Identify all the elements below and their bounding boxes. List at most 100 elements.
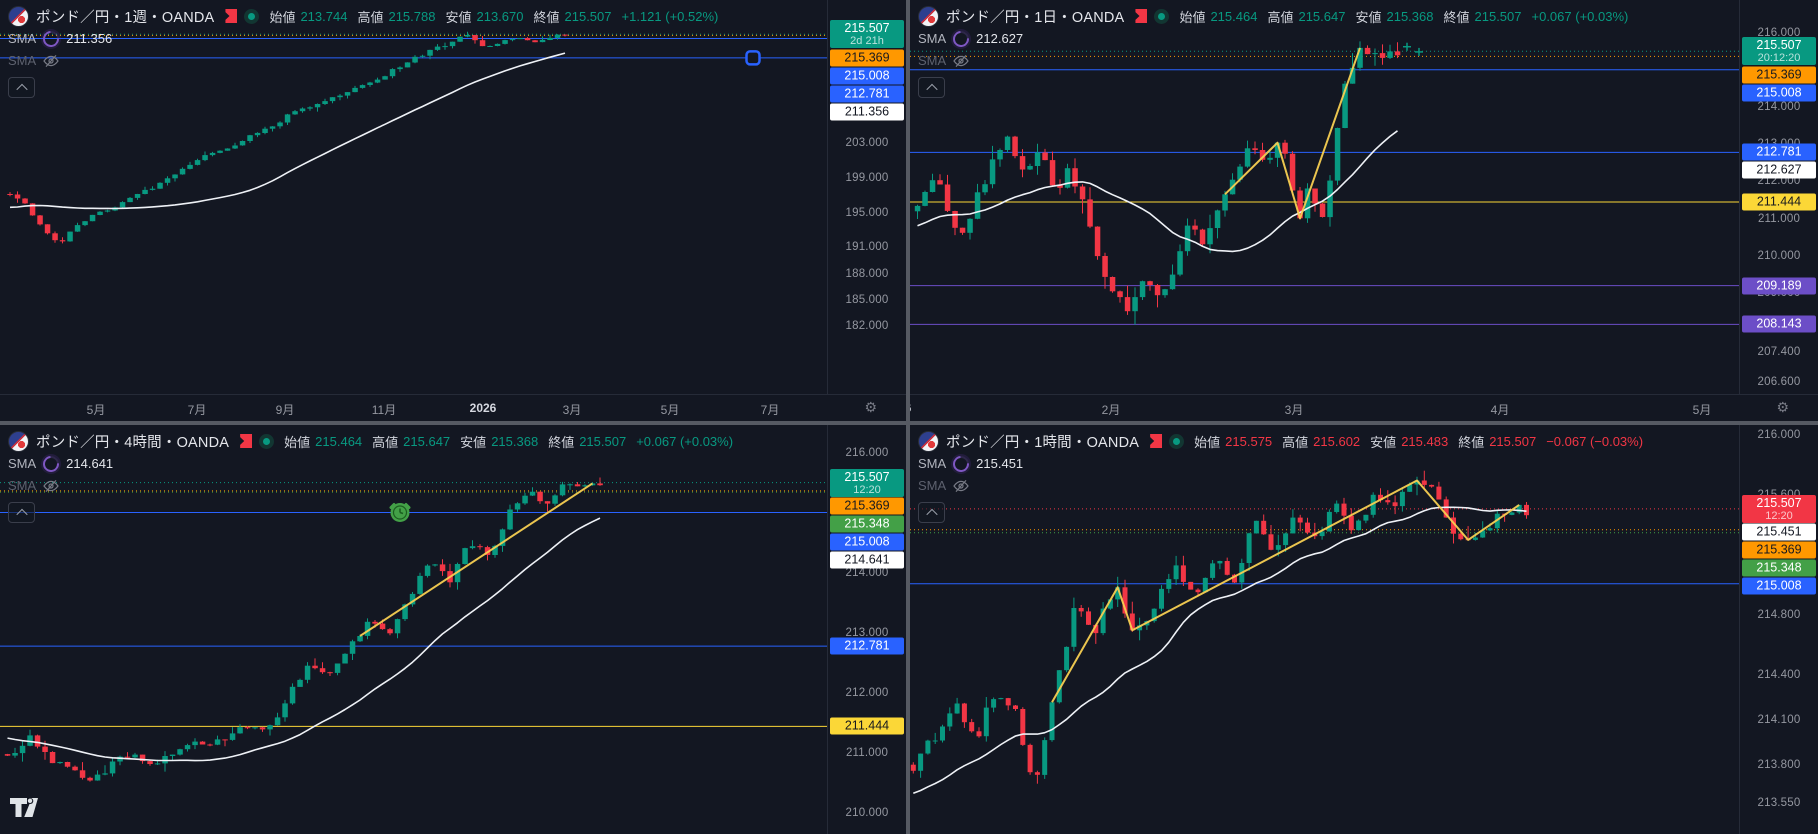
time-axis[interactable]: ⚙ 2026 2月 3月 4月 5月 [910, 394, 1818, 421]
horizontal-panel-divider[interactable] [0, 421, 1818, 425]
price-label: 211.444 [1742, 193, 1816, 211]
time-axis-tick: 5月 [1692, 403, 1712, 417]
symbol-title[interactable]: ポンド／円・1日・OANDA [946, 9, 1125, 26]
sma-indicator-row[interactable]: SMA 214.641 [8, 452, 738, 475]
sma-indicator-row[interactable]: SMA 215.451 [918, 452, 1648, 475]
chart-panel-1hour[interactable]: 216.000215.600214.800214.400214.100213.8… [910, 425, 1818, 834]
chart-panel-weekly[interactable]: 203.000 199.000 195.000 191.000 188.000 185.0… [0, 0, 906, 421]
market-open-status-icon[interactable] [1169, 433, 1185, 449]
4hour-candlestick-chart[interactable] [0, 425, 828, 834]
sma-indicator-row[interactable]: SMA 211.356 [8, 27, 723, 50]
price-label: 215.348 [1742, 559, 1816, 577]
market-open-status-icon[interactable] [244, 8, 260, 24]
sma-hidden-indicator-row[interactable]: SMA [918, 475, 1648, 496]
chart-panel-daily[interactable]: 216.000214.000213.000212.000211.000210.0… [910, 0, 1818, 421]
flag-symbol-icon[interactable] [1135, 9, 1148, 23]
axis-settings-gear-icon[interactable]: ⚙ [1776, 399, 1789, 415]
close-label: 終値 [1458, 434, 1485, 450]
symbol-logo-icon [8, 5, 29, 27]
price-scale-tick: 214.000 [845, 567, 889, 579]
flag-symbol-icon[interactable] [225, 9, 238, 23]
price-label: 215.008 [830, 533, 904, 551]
line-selection-handle [745, 50, 761, 66]
low-value: 215.483 [1401, 433, 1449, 449]
sma-hidden-indicator-row[interactable]: SMA [918, 50, 1633, 71]
time-axis-tick: 7月 [760, 403, 780, 417]
market-open-status-icon[interactable] [259, 433, 275, 449]
sma-hidden-label: SMA [8, 478, 37, 493]
panel-collapse-button[interactable] [918, 77, 945, 98]
price-scale-tick: 185.000 [845, 293, 889, 306]
low-value: 215.368 [491, 433, 539, 449]
price-scale-tick: 213.550 [1757, 796, 1801, 809]
flag-symbol-icon[interactable] [1150, 434, 1163, 448]
price-scale-tick: 214.400 [1757, 669, 1801, 681]
price-scale-tick: 191.000 [845, 241, 889, 254]
eye-off-icon[interactable] [953, 54, 969, 68]
daily-candlestick-chart[interactable] [910, 0, 1740, 395]
sma-hidden-indicator-row[interactable]: SMA [8, 475, 738, 496]
price-scale-tick: 207.400 [1757, 346, 1801, 358]
vertical-panel-divider[interactable] [906, 0, 910, 834]
sma-label: SMA [8, 31, 37, 46]
price-scale-tick: 195.000 [845, 206, 889, 219]
ohlc-readout: 始値 215.464 高値 215.647 安値 215.368 終値 215.507 … [1179, 7, 1633, 26]
symbol-title[interactable]: ポンド／円・4時間・OANDA [36, 434, 230, 451]
close-label: 終値 [533, 9, 560, 25]
panel-collapse-button[interactable] [8, 502, 35, 523]
axis-settings-gear-icon[interactable]: ⚙ [864, 399, 877, 415]
price-scale[interactable]: 216.000214.000213.000212.000211.000210.0… [1739, 0, 1818, 395]
eye-off-icon[interactable] [43, 479, 59, 493]
change-value: +0.067 (+0.03%) [636, 433, 734, 449]
chart-header: ポンド／円・1時間・OANDA 始値 215.575 高値 215.602 安値 21… [918, 430, 1648, 523]
symbol-logo-icon [918, 430, 939, 452]
change-value: +1.121 (+0.52%) [621, 8, 719, 24]
sma-indicator-row[interactable]: SMA 212.627 [918, 27, 1633, 50]
panel-collapse-button[interactable] [8, 77, 35, 98]
price-scale-tick: 212.000 [845, 687, 889, 699]
low-label: 安値 [445, 9, 472, 25]
price-label: 215.507 2d 21h [830, 20, 904, 49]
chevron-up-icon [925, 83, 938, 95]
price-scale-tick: 211.000 [845, 747, 889, 759]
price-scale-tick: 182.000 [845, 319, 889, 332]
price-label: 215.369 [1742, 541, 1816, 559]
indicator-loading-icon [949, 27, 973, 50]
tradingview-logo[interactable] [9, 797, 39, 818]
sma-value: 214.641 [66, 456, 114, 471]
time-axis[interactable]: ⚙ 3月5月7月9月11月20263月5月7月 [0, 394, 906, 421]
1hour-candlestick-chart[interactable] [910, 425, 1740, 834]
price-scale-tick: 216.000 [1757, 429, 1801, 441]
price-scale[interactable]: 203.000 199.000 195.000 191.000 188.000 185.0… [827, 0, 906, 395]
indicator-loading-icon [39, 452, 63, 475]
sma-hidden-indicator-row[interactable]: SMA [8, 50, 723, 71]
price-label: 215.507 12:20 [1742, 494, 1816, 523]
weekly-candlestick-chart[interactable] [0, 0, 828, 395]
symbol-title[interactable]: ポンド／円・1時間・OANDA [946, 434, 1140, 451]
chart-panel-4hour[interactable]: 216.000 214.000 213.000 212.000 211.000 210.0… [0, 425, 906, 834]
price-scale[interactable]: 216.000215.600214.800214.400214.100213.8… [1739, 425, 1818, 834]
price-label: 211.356 [830, 103, 904, 121]
change-value: −0.067 (−0.03%) [1546, 433, 1644, 449]
price-label: 215.008 [1742, 84, 1816, 102]
symbol-title[interactable]: ポンド／円・1週・OANDA [36, 9, 215, 26]
flag-symbol-icon[interactable] [240, 434, 253, 448]
panel-collapse-button[interactable] [918, 502, 945, 523]
close-value: 215.507 [579, 433, 627, 449]
time-axis-tick: 3月 [1284, 403, 1304, 417]
open-label: 始値 [1179, 9, 1206, 25]
market-open-status-icon[interactable] [1154, 8, 1170, 24]
low-value: 213.670 [476, 8, 524, 24]
time-axis-tick: 4月 [1490, 403, 1510, 417]
sma-label: SMA [918, 456, 947, 471]
open-label: 始値 [269, 9, 296, 25]
eye-off-icon[interactable] [953, 479, 969, 493]
indicator-loading-icon [39, 27, 63, 50]
close-value: 215.507 [1474, 8, 1522, 24]
ohlc-readout: 始値 215.575 高値 215.602 安値 215.483 終値 215.507 … [1194, 432, 1648, 451]
low-label: 安値 [460, 434, 487, 450]
sma-value: 215.451 [976, 456, 1024, 471]
alert-clock-icon [389, 503, 411, 523]
eye-off-icon[interactable] [43, 54, 59, 68]
